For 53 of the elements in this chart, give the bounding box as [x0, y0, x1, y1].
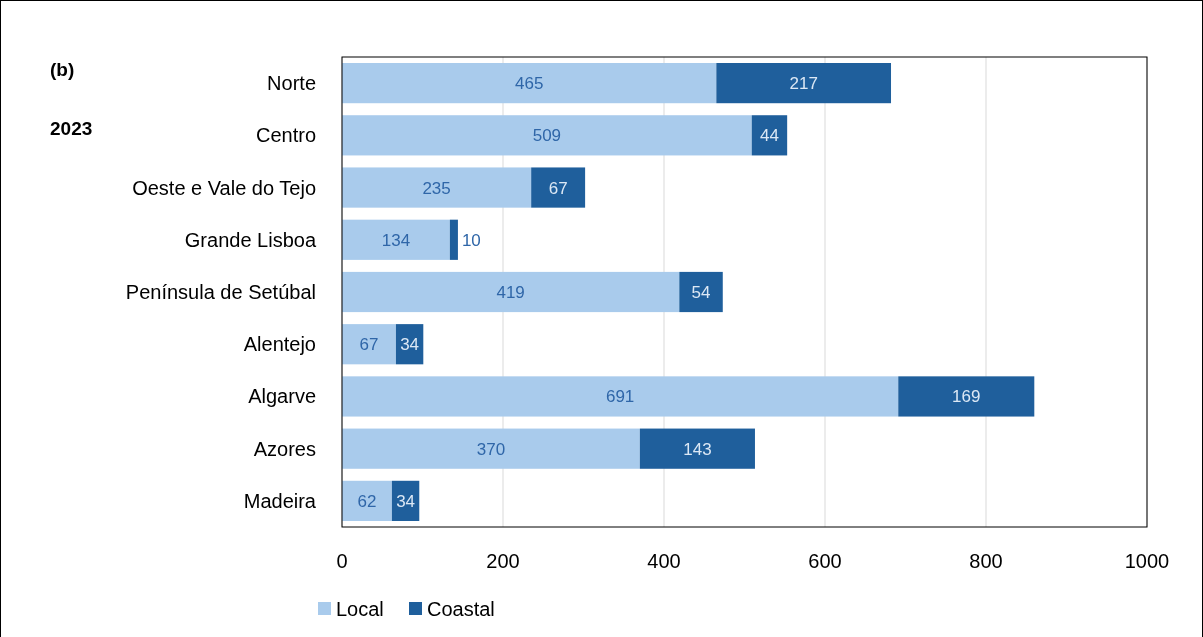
- legend-label: Coastal: [427, 598, 495, 620]
- data-label: 10: [461, 230, 481, 250]
- data-label: 217: [789, 74, 818, 94]
- y-tick-label: Alentejo: [243, 333, 316, 356]
- bar: [342, 324, 396, 365]
- y-tick-label: Península de Setúbal: [125, 281, 316, 303]
- data-label: 134: [381, 230, 411, 250]
- data-label: 465: [514, 74, 544, 94]
- y-tick-label: Centro: [255, 124, 316, 147]
- bar: [639, 428, 755, 469]
- data-label: 34: [400, 335, 420, 355]
- data-label: 67: [548, 178, 568, 198]
- data-label: 54: [691, 283, 711, 302]
- bar: [342, 115, 752, 156]
- y-tick-label: Azores: [253, 437, 316, 460]
- data-label: 509: [532, 126, 562, 146]
- y-tick-label: Oeste e Vale do Tejo: [132, 176, 316, 199]
- legend-label: Local: [336, 598, 384, 620]
- x-tick-label: 600: [808, 550, 842, 572]
- data-label: 169: [952, 387, 981, 407]
- y-tick-label: Grande Lisboa: [184, 228, 317, 251]
- bar: [679, 271, 723, 313]
- bar: [342, 63, 717, 104]
- text: 2023: [50, 118, 93, 139]
- y-tick-label: Algarve: [248, 385, 316, 408]
- x-tick-label: 1000: [1124, 550, 1170, 572]
- bar: [751, 115, 788, 156]
- bar: [716, 63, 892, 104]
- bar: [342, 271, 680, 313]
- data-label: 44: [759, 126, 779, 146]
- x-tick-label: 800: [969, 550, 1003, 572]
- bar: [342, 428, 640, 469]
- data-label: 34: [396, 491, 416, 511]
- bar: [531, 167, 586, 208]
- data-label: 419: [496, 283, 525, 302]
- y-tick-label: Norte: [267, 72, 316, 95]
- data-label: 235: [422, 178, 451, 198]
- y-tick-label: Madeira: [243, 489, 317, 512]
- bar: [342, 219, 450, 260]
- bar: [449, 219, 458, 260]
- bar: [898, 376, 1035, 417]
- x-tick-label: 400: [647, 550, 681, 572]
- text: (b): [50, 59, 75, 80]
- data-label: 67: [359, 335, 379, 355]
- x-tick-label: 200: [486, 550, 520, 572]
- x-tick-label: 0: [336, 550, 348, 572]
- bar: [342, 480, 392, 521]
- data-label: 370: [476, 439, 506, 459]
- data-label: 691: [605, 387, 635, 407]
- bar: [342, 376, 899, 417]
- data-label: 143: [683, 439, 712, 459]
- bar: [342, 167, 532, 208]
- data-label: 62: [357, 491, 377, 511]
